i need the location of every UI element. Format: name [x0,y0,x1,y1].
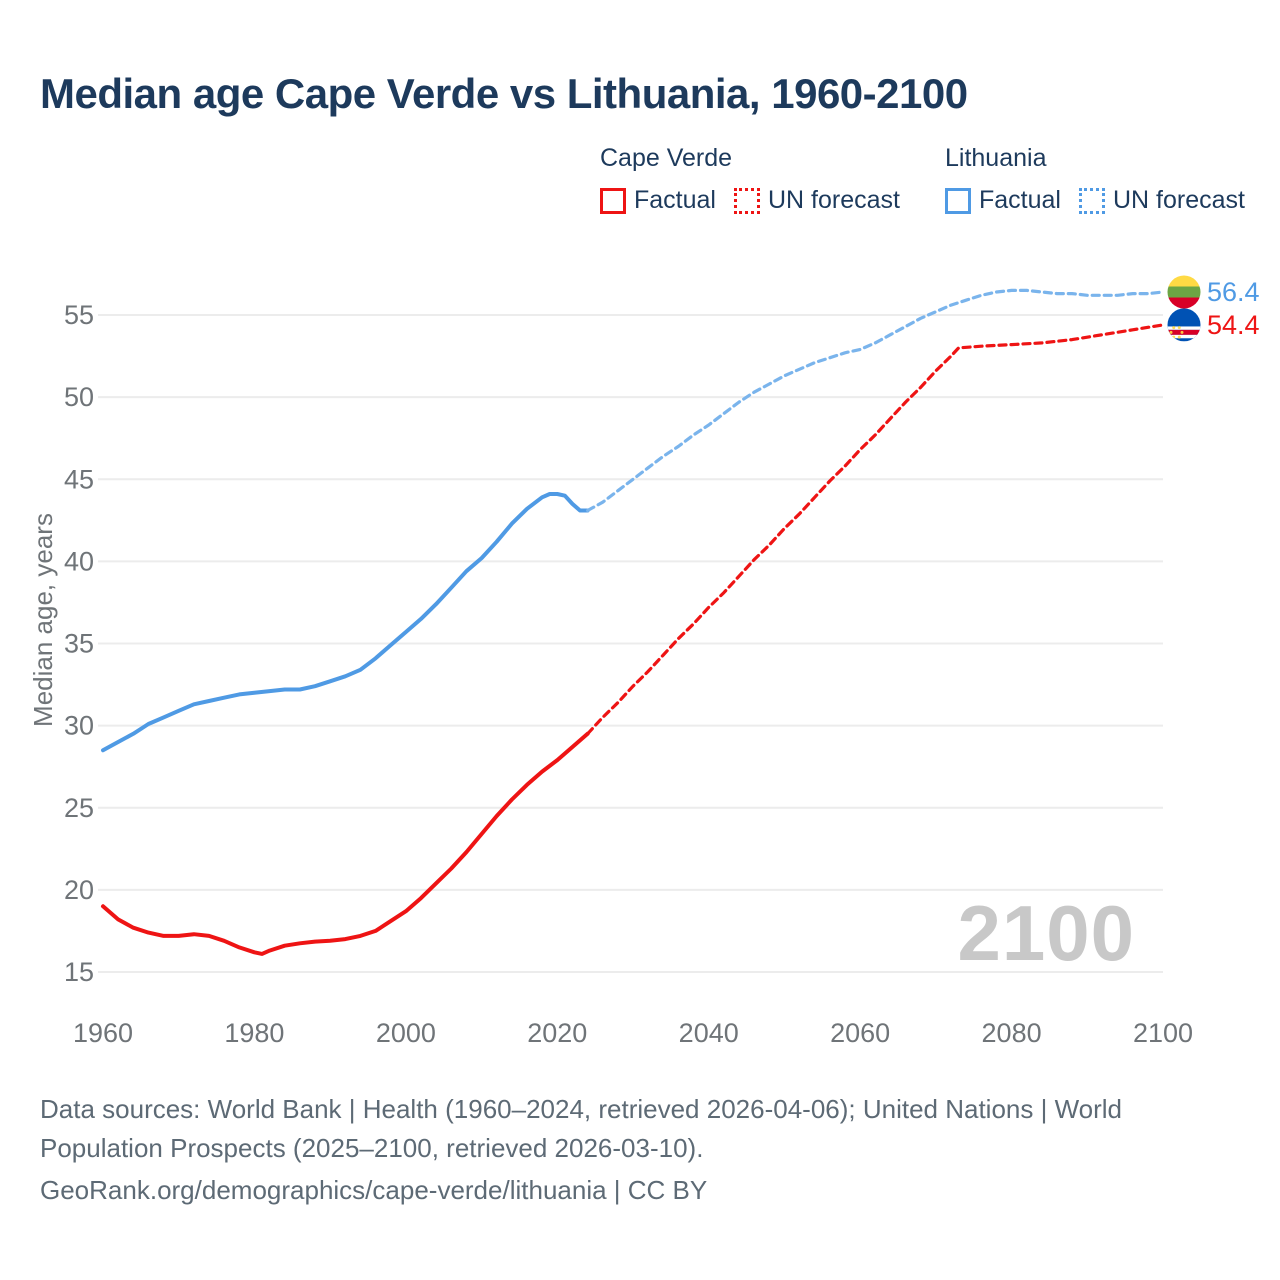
dotted-blue-swatch-icon [1078,187,1105,214]
x-tick-label: 1960 [73,1018,133,1048]
end-value-label-lithuania: 56.4 [1207,277,1260,307]
median-age-line-chart: 15 20 25 30 35 40 45 50 55 1960 1980 2000 2020 2040 20… [28,275,1201,1048]
footer-line-1: Data sources: World Bank | Health (1960–… [40,1094,1123,1124]
x-tick-label: 2060 [830,1018,890,1048]
x-tick-label: 2000 [376,1018,436,1048]
cape-verde-flag-icon [1167,308,1201,342]
y-tick-label: 40 [64,546,94,576]
chart-legend: Cape Verde Factual UN forecast Lithuania… [0,0,1280,230]
series-line-cape-verde-un-forecast [585,323,1165,736]
legend-item-label: UN forecast [767,186,900,214]
legend-item-cape-verde-factual: Factual [600,186,716,215]
x-axis-tick-labels: 1960 1980 2000 2020 2040 2060 2080 2100 [73,1018,1193,1048]
legend-item-label: Factual [634,186,716,214]
dotted-red-swatch-icon [733,187,760,214]
x-tick-label: 2080 [982,1018,1042,1048]
y-tick-label: 55 [64,300,94,330]
y-tick-label: 30 [64,711,94,741]
y-tick-label: 15 [64,957,94,987]
y-tick-label: 35 [64,629,94,659]
y-tick-label: 20 [64,875,94,905]
y-axis-title: Median age, years [28,513,58,727]
legend-row: Factual UN forecast [600,186,900,215]
series-line-lithuania-factual [101,492,590,753]
gridlines [98,314,1163,973]
series-line-cape-verde-factual [101,731,590,956]
legend-group-lithuania: Lithuania Factual UN forecast [945,144,1245,215]
legend-item-label: Factual [979,186,1061,214]
legend-group-cape-verde: Cape Verde Factual UN forecast [600,144,900,215]
legend-item-lithuania-forecast: UN forecast [1078,186,1245,215]
x-tick-label: 2100 [1133,1018,1193,1048]
chart-watermark: 2100 [957,889,1135,977]
y-axis-tick-labels: 15 20 25 30 35 40 45 50 55 [64,300,94,987]
footer-line-3: GeoRank.org/demographics/cape-verde/lith… [40,1175,708,1205]
solid-red-swatch-icon [600,187,626,214]
legend-row: Factual UN forecast [945,186,1245,215]
legend-item-lithuania-factual: Factual [945,186,1061,215]
footer-line-2: Population Prospects (2025–2100, retriev… [40,1133,704,1163]
solid-blue-swatch-icon [945,187,971,214]
y-tick-label: 50 [64,382,94,412]
x-tick-label: 1980 [224,1018,284,1048]
lithuania-flag-icon [1167,275,1201,309]
end-value-label-cape-verde: 54.4 [1207,310,1260,340]
legend-group-title-lithuania: Lithuania [945,144,1047,172]
x-tick-label: 2040 [679,1018,739,1048]
page-title: Median age Cape Verde vs Lithuania, 1960… [40,70,968,117]
y-tick-label: 25 [64,793,94,823]
series-line-lithuania-un-forecast [585,288,1165,513]
source-footer: Data sources: World Bank | Health (1960–… [40,1090,1240,1210]
legend-item-cape-verde-forecast: UN forecast [733,186,900,215]
y-tick-label: 45 [64,464,94,494]
x-tick-label: 2020 [527,1018,587,1048]
legend-item-label: UN forecast [1112,186,1245,214]
legend-group-title-cape-verde: Cape Verde [600,144,733,172]
